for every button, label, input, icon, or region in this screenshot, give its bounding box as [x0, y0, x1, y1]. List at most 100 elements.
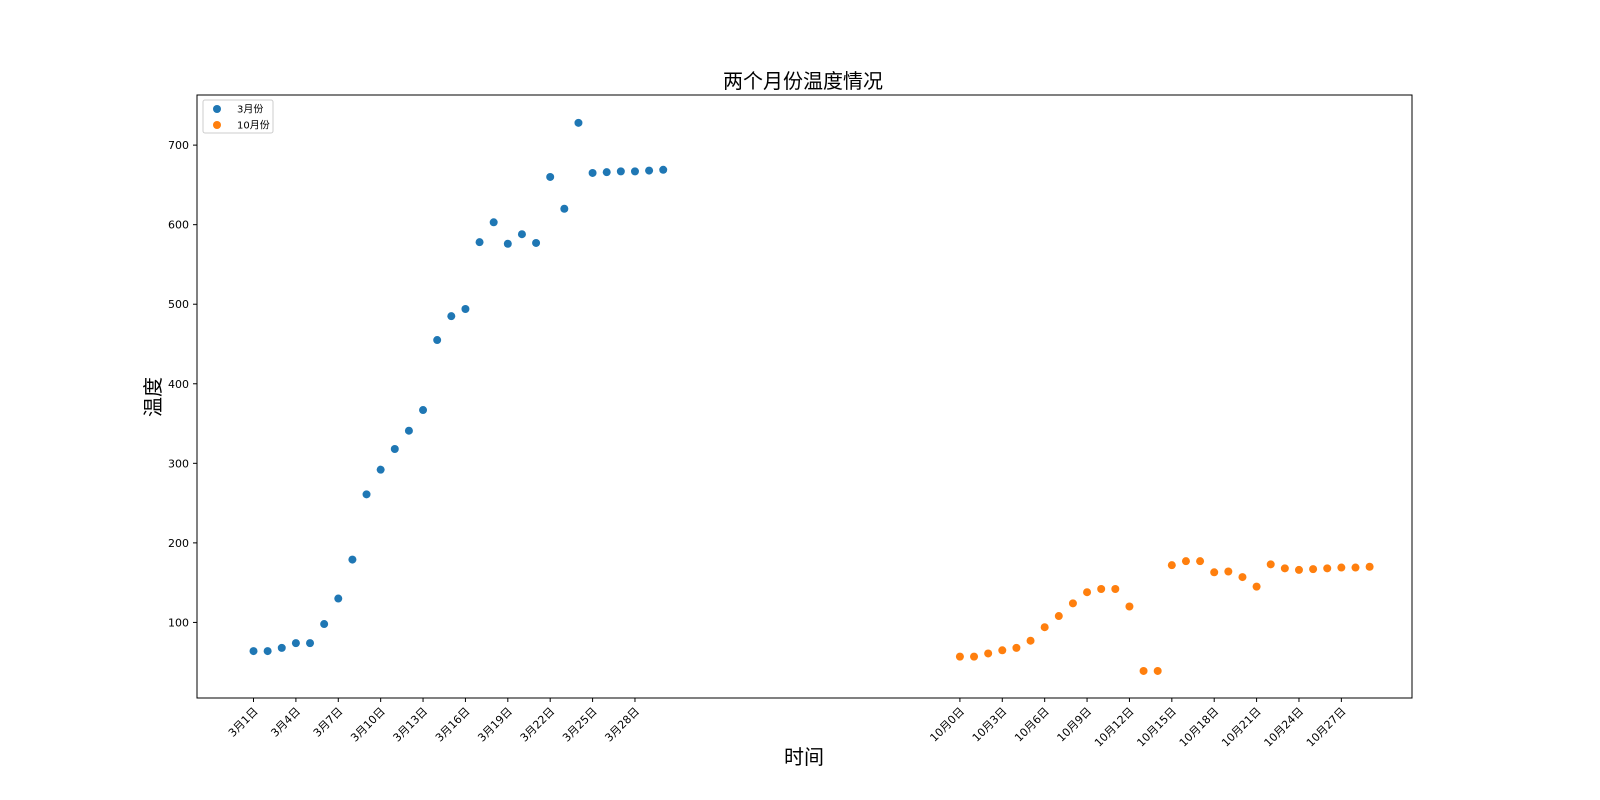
x-tick-label: 10月6日 [1012, 705, 1052, 745]
data-point-series-1 [1210, 568, 1219, 577]
x-tick-label: 3月28日 [602, 705, 642, 745]
y-tick-label: 500 [168, 298, 189, 311]
x-tick-label: 3月25日 [560, 705, 600, 745]
data-point-series-0 [376, 465, 385, 474]
data-point-series-1 [1040, 623, 1049, 632]
data-point-series-0 [645, 166, 654, 175]
data-point-series-0 [546, 172, 555, 181]
legend-label: 10月份 [237, 120, 270, 132]
x-tick-label: 10月27日 [1304, 705, 1349, 750]
data-point-series-1 [955, 652, 964, 661]
data-point-series-0 [320, 620, 329, 629]
data-point-series-1 [1125, 602, 1134, 611]
data-point-series-1 [1012, 643, 1021, 652]
x-tick-label: 3月4日 [268, 705, 303, 740]
data-point-series-0 [362, 490, 371, 499]
data-point-series-1 [1365, 562, 1374, 571]
data-point-series-1 [1238, 573, 1247, 582]
x-tick-label: 10月0日 [927, 705, 967, 745]
data-point-series-0 [659, 165, 668, 174]
data-point-series-0 [588, 168, 597, 177]
plot-area-frame [196, 94, 1413, 699]
x-tick-label: 10月9日 [1055, 705, 1095, 745]
data-point-series-1 [1181, 557, 1190, 566]
chart-title: 两个月份温度情况 [723, 69, 883, 93]
x-tick-label: 10月12日 [1092, 705, 1137, 750]
y-axis-ticks: 100 200 300 400 500 600 700 [168, 139, 197, 629]
legend: 3月份 10月份 [202, 99, 274, 134]
data-point-series-1 [1054, 612, 1063, 621]
data-point-series-1 [1153, 666, 1162, 675]
data-point-series-1 [1097, 585, 1106, 594]
x-axis-ticks: 3月1日 3月4日 3月7日 3月10日 3月13日 3月16日 3月19日 3月22日 3月2… [226, 698, 1348, 749]
data-point-series-0 [574, 118, 583, 127]
data-point-series-0 [517, 230, 526, 239]
y-tick-label: 100 [168, 616, 189, 629]
x-tick-label: 3月13日 [391, 705, 431, 745]
data-point-series-1 [1196, 557, 1205, 566]
data-point-series-0 [616, 167, 625, 176]
data-points [249, 118, 1374, 675]
x-tick-label: 3月16日 [433, 705, 473, 745]
data-point-series-1 [970, 652, 979, 661]
data-point-series-0 [419, 406, 428, 415]
data-point-series-1 [1337, 563, 1346, 572]
data-point-series-0 [532, 238, 541, 247]
x-tick-label: 3月10日 [348, 705, 388, 745]
data-point-series-0 [249, 647, 258, 656]
data-point-series-0 [404, 426, 413, 435]
data-point-series-0 [461, 304, 470, 313]
y-tick-label: 300 [168, 457, 189, 470]
data-point-series-1 [1294, 565, 1303, 574]
data-point-series-0 [433, 336, 442, 345]
x-tick-label: 10月21日 [1219, 705, 1264, 750]
y-tick-label: 700 [168, 139, 189, 152]
data-point-series-1 [1266, 560, 1275, 569]
data-point-series-0 [489, 218, 498, 227]
data-point-series-0 [503, 239, 512, 248]
data-point-series-0 [263, 647, 272, 656]
data-point-series-1 [1167, 561, 1176, 570]
data-point-series-1 [1309, 565, 1318, 574]
x-tick-label: 3月19日 [475, 705, 515, 745]
data-point-series-1 [1280, 564, 1289, 573]
data-point-series-1 [1224, 567, 1233, 576]
data-point-series-1 [1026, 636, 1035, 645]
legend-marker [213, 121, 221, 129]
y-tick-label: 200 [168, 537, 189, 550]
data-point-series-0 [630, 167, 639, 176]
data-point-series-0 [291, 639, 300, 648]
legend-label: 3月份 [237, 104, 263, 116]
data-point-series-1 [1083, 588, 1092, 597]
y-axis-title: 温度 [141, 377, 165, 417]
x-tick-label: 10月3日 [970, 705, 1010, 745]
legend-marker [213, 105, 221, 113]
data-point-series-1 [1111, 585, 1120, 594]
data-point-series-1 [1323, 564, 1332, 573]
data-point-series-1 [1252, 582, 1261, 591]
data-point-series-0 [277, 643, 286, 652]
data-point-series-0 [475, 238, 484, 247]
x-axis-title: 时间 [784, 745, 824, 769]
x-tick-label: 10月18日 [1177, 705, 1222, 750]
data-point-series-1 [1351, 563, 1360, 572]
x-tick-label: 3月7日 [311, 705, 346, 740]
data-point-series-0 [334, 594, 343, 603]
x-tick-label: 10月24日 [1262, 705, 1307, 750]
data-point-series-0 [447, 312, 456, 321]
y-tick-label: 600 [168, 219, 189, 232]
data-point-series-0 [390, 445, 399, 454]
x-tick-label: 3月22日 [518, 705, 558, 745]
data-point-series-0 [348, 555, 357, 564]
data-point-series-0 [560, 204, 569, 213]
x-tick-label: 3月1日 [226, 705, 261, 740]
x-tick-label: 10月15日 [1134, 705, 1179, 750]
data-point-series-0 [602, 168, 611, 177]
data-point-series-1 [984, 649, 993, 658]
data-point-series-1 [1139, 666, 1148, 675]
data-point-series-1 [1068, 599, 1077, 608]
data-point-series-1 [998, 646, 1007, 655]
data-point-series-0 [306, 639, 315, 648]
y-tick-label: 400 [168, 378, 189, 391]
